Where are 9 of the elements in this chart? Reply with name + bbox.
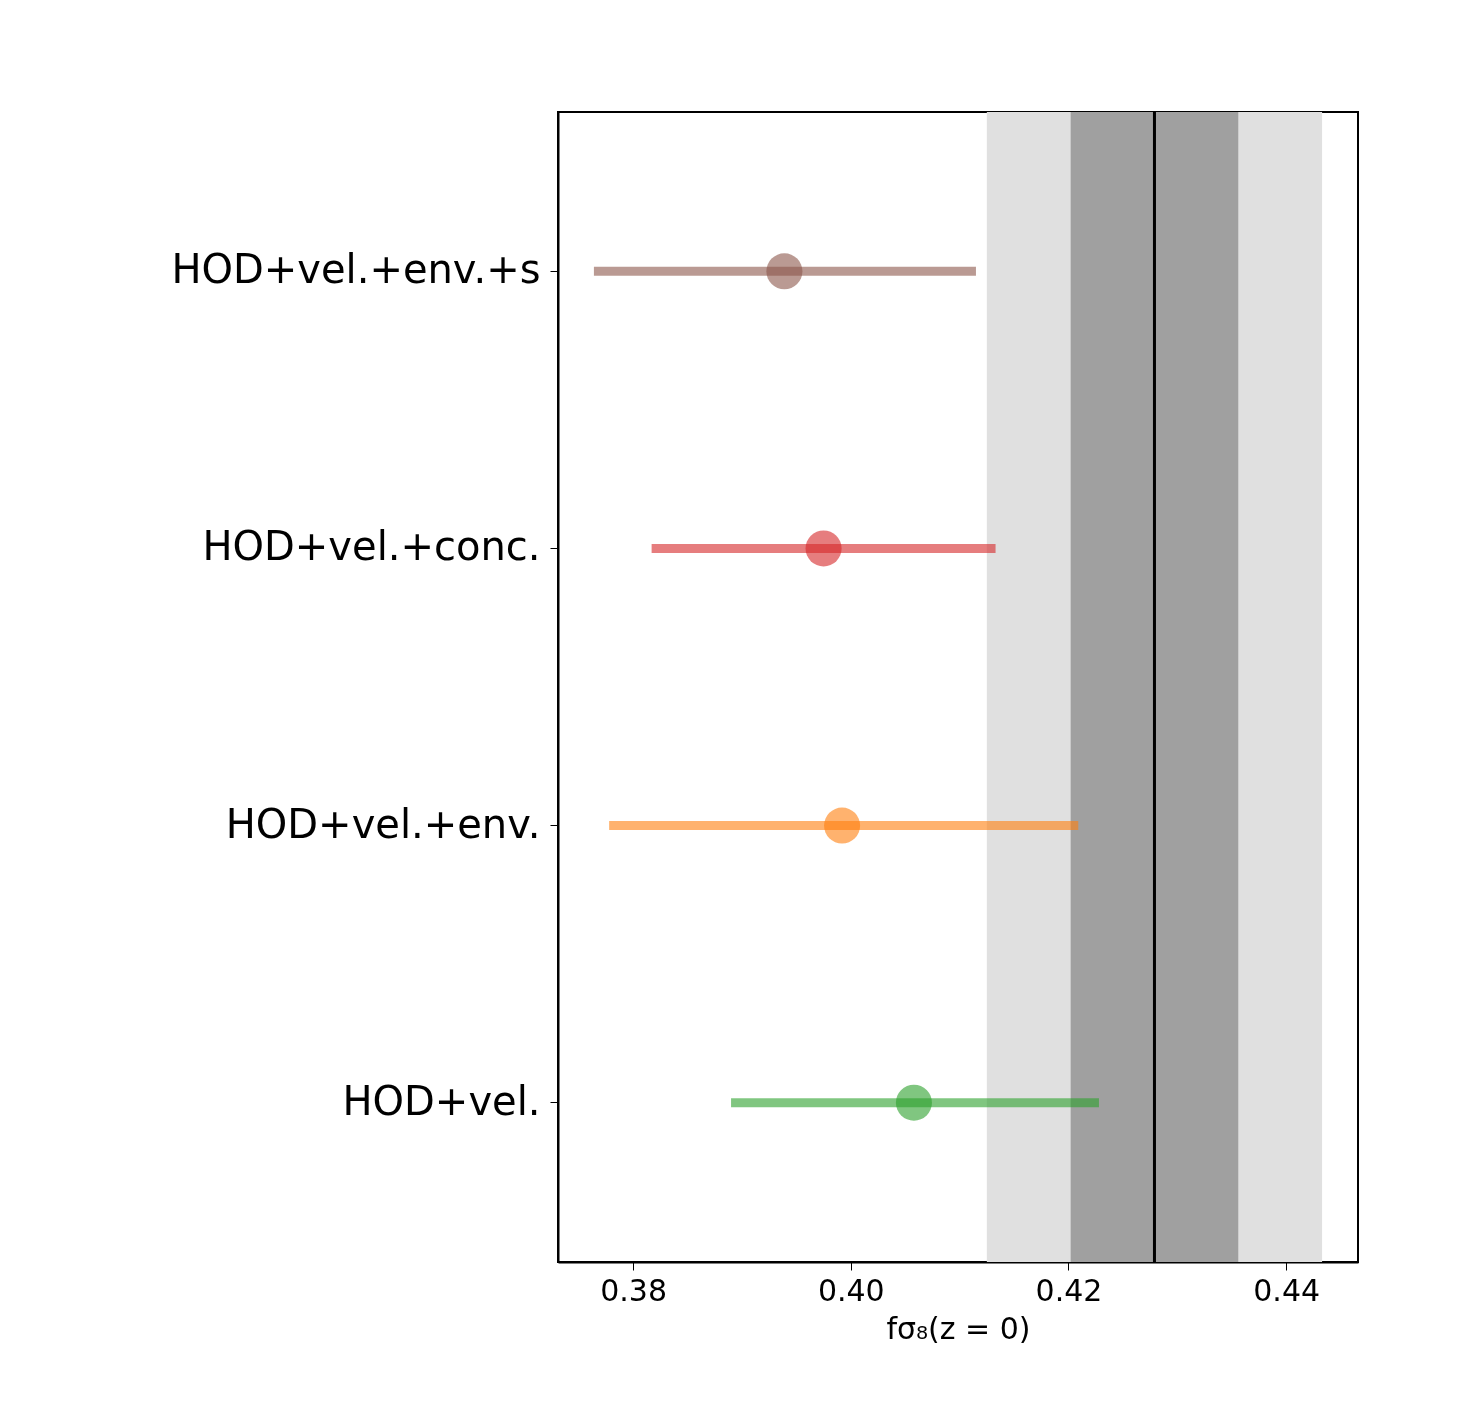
y-tick-label: HOD+vel. xyxy=(342,1077,541,1124)
y-tick-label: HOD+vel.+conc. xyxy=(202,523,541,570)
x-tick-label: 0.40 xyxy=(817,1272,885,1308)
x-tick-label: 0.42 xyxy=(1035,1272,1103,1308)
x-tick-label: 0.38 xyxy=(600,1272,667,1308)
x-tick-label: 0.44 xyxy=(1253,1272,1321,1308)
x-axis-title: fσ₈(z = 0) xyxy=(886,1310,1031,1346)
y-tick-label: HOD+vel.+env.+s xyxy=(171,246,541,293)
y-tick-label: HOD+vel.+env. xyxy=(225,800,541,847)
